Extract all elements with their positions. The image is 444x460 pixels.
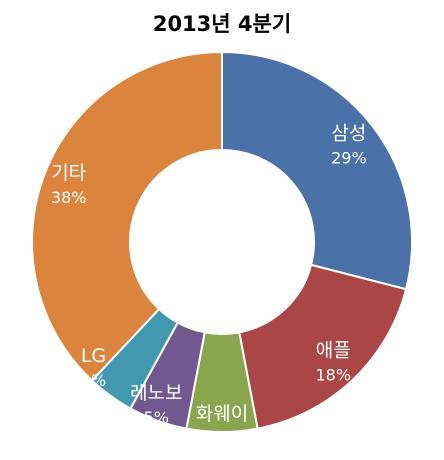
slice-label-0: 삼성 — [331, 123, 366, 145]
slice-value-2: 6% — [209, 429, 234, 448]
slice-value-5: 38% — [51, 188, 87, 207]
slice-value-4: 4% — [81, 371, 106, 390]
slice-1 — [238, 263, 408, 430]
slice-value-3: 5% — [144, 408, 169, 427]
slice-label-3: 레노보 — [130, 382, 182, 404]
slice-value-0: 29% — [331, 149, 367, 168]
slice-5 — [31, 50, 223, 382]
slice-label-4: LG — [81, 345, 106, 367]
slice-0 — [221, 50, 413, 291]
slice-value-1: 18% — [315, 366, 351, 385]
slice-label-1: 애플 — [316, 340, 351, 362]
slice-label-5: 기타 — [51, 162, 86, 184]
slice-label-2: 화웨이 — [196, 403, 248, 425]
chart-title: 2013년 4분기 — [152, 12, 292, 36]
